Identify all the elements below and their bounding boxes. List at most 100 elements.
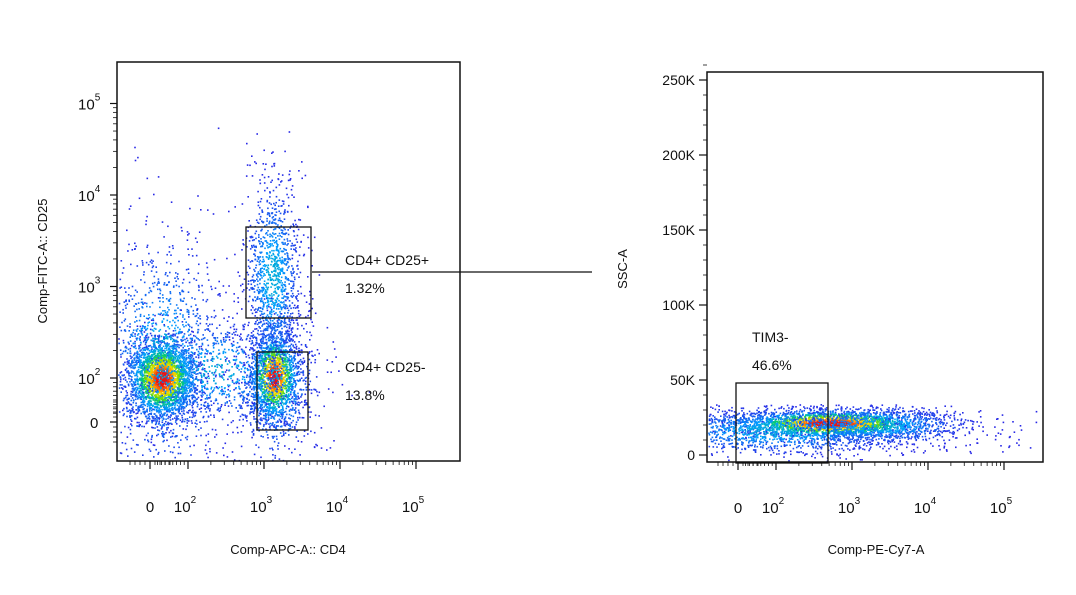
event-dot [179,328,181,331]
event-dot [148,355,150,357]
event-dot [158,399,160,402]
event-dot [257,357,260,359]
event-dot [161,321,163,323]
event-dot [143,378,146,380]
event-dot [187,352,190,354]
event-dot [131,388,134,390]
event-dot [157,409,159,412]
event-dot [181,230,183,232]
event-dot [138,358,141,361]
event-dot [148,407,151,410]
event-dot [226,320,229,322]
event-dot [264,380,267,383]
event-dot [160,379,162,382]
event-dot [149,380,152,383]
event-dot [297,401,300,404]
event-dot [160,398,162,400]
event-dot [205,444,207,447]
event-dot [152,330,155,332]
event-dot [180,375,182,378]
event-dot [266,400,268,402]
event-dot [273,376,276,379]
event-dot [143,352,145,354]
event-dot [161,421,164,424]
event-dot [194,422,196,424]
event-dot [260,362,262,365]
event-dot [195,376,198,378]
event-dot [154,399,156,402]
event-dot [290,385,292,387]
event-dot [151,355,154,357]
event-dot [190,362,192,365]
event-dot [190,305,193,308]
event-dot [148,418,151,420]
event-dot [186,382,189,384]
event-dot [120,356,122,358]
event-dot [166,367,169,370]
event-dot [282,386,284,388]
event-dot [159,297,161,299]
event-dot [164,347,166,350]
event-dot [288,359,291,361]
event-dot [166,343,168,345]
event-dot [138,409,141,412]
event-dot [173,361,176,364]
event-dot [162,383,165,386]
event-dot [154,376,156,378]
event-dot [139,350,141,352]
event-dot [263,342,265,344]
event-dot [154,360,157,362]
event-dot [267,419,269,421]
event-dot [128,397,131,400]
event-dot [168,327,171,330]
event-dot [263,361,265,363]
event-dot [162,372,165,375]
event-dot [294,403,297,406]
event-dot [191,422,193,424]
event-dot [292,365,294,368]
event-dot [215,452,218,454]
event-dot [160,384,162,387]
event-dot [277,361,280,364]
event-dot [143,374,145,376]
event-dot [218,280,220,283]
event-dot [266,367,268,369]
event-dot [162,352,165,354]
event-dot [195,279,198,281]
event-dot [188,410,190,412]
event-dot [130,295,132,297]
event-dot [152,379,154,382]
event-dot [190,381,193,384]
event-dot [125,448,128,451]
event-dot [161,431,164,433]
event-dot [253,402,256,404]
event-dot [142,373,144,376]
event-dot [189,445,191,448]
event-dot [167,333,170,335]
event-dot [284,383,286,385]
event-dot [157,297,160,299]
event-dot [152,342,155,345]
event-dot [148,321,151,323]
event-dot [286,396,288,399]
event-dot [141,406,144,409]
event-dot [146,403,149,405]
event-dot [189,366,191,369]
event-dot [178,389,181,391]
event-dot [178,370,180,373]
event-dot [166,388,168,391]
event-dot [157,394,159,396]
event-dot [150,377,153,380]
event-dot [176,275,178,278]
event-dot [255,342,257,344]
event-dot [265,366,268,368]
event-dot [204,392,206,395]
event-dot [250,332,253,334]
event-dot [154,394,156,397]
event-dot [126,407,128,410]
event-dot [266,367,268,370]
event-dot [283,352,285,354]
event-dot [179,385,182,387]
event-dot [243,362,245,364]
event-dot [282,357,285,359]
